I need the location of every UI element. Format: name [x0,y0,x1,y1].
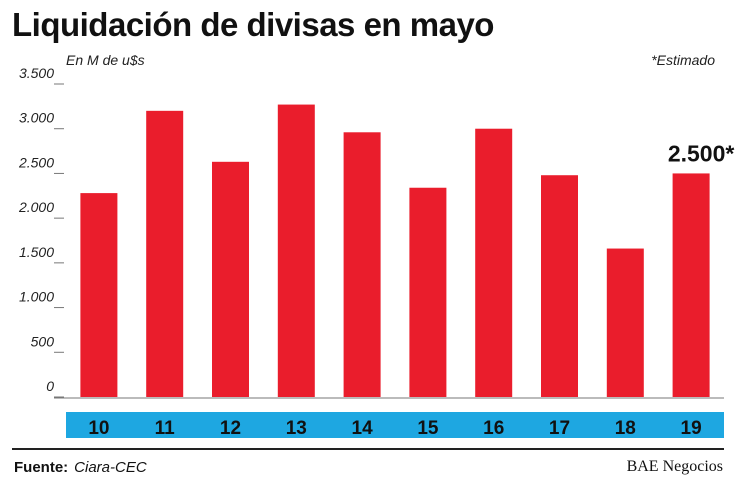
x-category-label: 17 [549,418,570,439]
y-tick-label: 2.000 [18,199,54,215]
bar-12 [212,161,249,397]
bar-17 [541,175,578,397]
x-category-label: 15 [417,418,439,439]
x-axis-categories: 10 11 12 13 14 15 16 17 18 19 [88,418,701,439]
source-value: Ciara-CEC [74,459,147,476]
source-label: Fuente: [14,459,69,476]
x-category-label: 16 [483,418,504,439]
bar-15 [409,187,447,397]
bar-10 [80,193,118,397]
data-label-19: 2.500* [668,140,735,166]
bar-11 [146,110,184,397]
x-category-label: 19 [681,418,702,439]
y-tick-label: 3.000 [19,110,54,126]
x-category-label: 12 [220,418,241,439]
estimate-note: *Estimado [651,52,715,68]
y-tick-label: 0 [46,378,54,394]
y-tick-label: 2.500 [18,154,54,170]
x-category-label: 13 [286,418,307,439]
x-category-label: 18 [615,418,636,439]
x-category-label: 11 [155,418,176,439]
y-tick-label: 500 [31,333,55,349]
data-labels: 2.500* [668,140,735,166]
bar-16 [475,128,513,397]
bar-14 [343,132,381,397]
bar-19 [672,173,710,397]
x-category-label: 14 [352,418,374,439]
bar-series [80,104,710,397]
category-band [66,412,724,438]
brand-logo-text: BAE Negocios [626,458,723,475]
y-axis: 0 500 1.000 1.500 2.000 2.500 3.000 3.500 [18,65,64,398]
bar-18 [606,248,644,397]
y-tick-label: 1.500 [19,244,54,260]
bar-13 [277,104,315,397]
footer-divider [12,448,724,450]
y-axis-unit-label: En M de u$s [66,52,145,68]
chart-title: Liquidación de divisas en mayo [12,6,494,43]
y-tick-label: 1.000 [19,289,54,305]
source-credit: Fuente: Ciara-CEC [14,459,147,476]
y-tick-label: 3.500 [19,65,54,81]
x-category-label: 10 [88,418,109,439]
